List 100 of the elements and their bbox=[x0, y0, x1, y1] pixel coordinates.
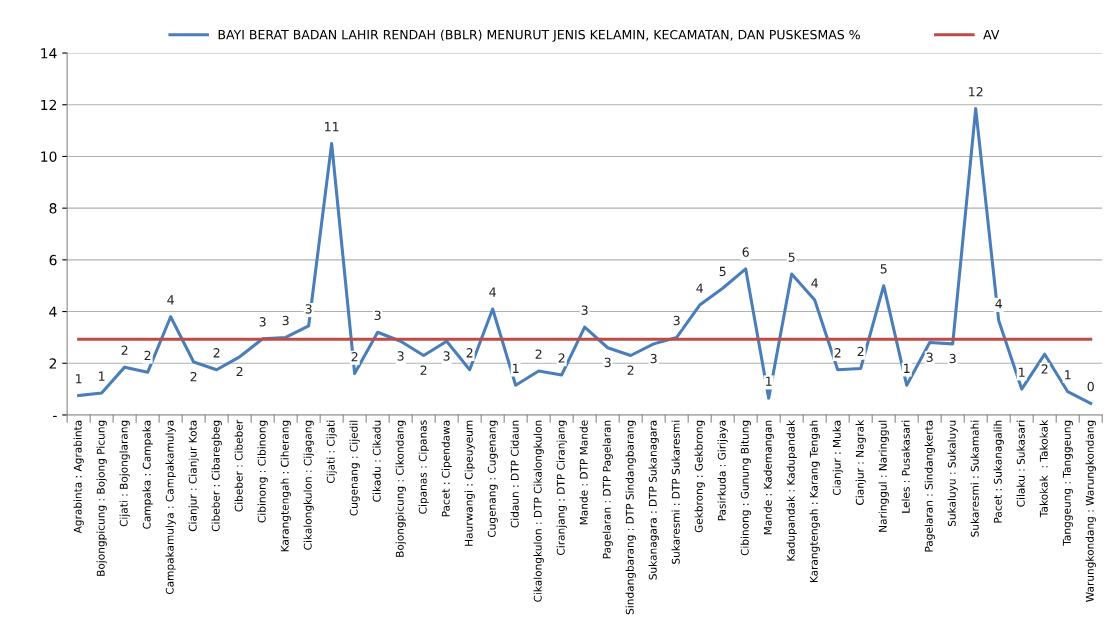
y-tick-label: 4 bbox=[49, 306, 57, 317]
data-label: 3 bbox=[282, 315, 289, 326]
x-tick-label: Cipanas : Cipanas bbox=[418, 420, 429, 514]
x-tick-label: Sukaresmi : Sukamahi bbox=[970, 420, 979, 537]
data-label: 3 bbox=[949, 353, 956, 364]
x-tick-label: Leles : Pusakasari bbox=[901, 420, 910, 513]
x-tick-label: Cilaku : Sukasari bbox=[1016, 420, 1025, 507]
x-tick-label: Ciranjang : DTP Ciranjang bbox=[556, 420, 567, 555]
data-label: 2 bbox=[190, 371, 197, 382]
data-label: 4 bbox=[995, 299, 1002, 309]
data-label: 1 bbox=[76, 374, 82, 384]
data-label: 2 bbox=[466, 348, 473, 358]
x-tick-label: Sukaresmi : DTP Sukaresmi bbox=[671, 420, 680, 564]
data-label: 12 bbox=[969, 87, 983, 97]
x-tick-label: Pasirkuda : Girijaya bbox=[717, 420, 728, 521]
y-tick-label: 12 bbox=[41, 99, 57, 111]
data-label: 2 bbox=[627, 365, 634, 375]
data-label: 1 bbox=[1065, 370, 1071, 380]
x-tick-label: Pacet : Cipendawa bbox=[441, 420, 452, 517]
data-label: 3 bbox=[926, 352, 933, 362]
x-tick-label: Cijati : Bojonglarang bbox=[119, 420, 130, 527]
x-tick-label: Bojongpicung : Cikondang bbox=[395, 420, 406, 557]
data-label: 6 bbox=[742, 247, 749, 257]
y-tick-label: 14 bbox=[41, 48, 57, 59]
line-series bbox=[77, 107, 1093, 405]
x-tick-label: Mande : Kademangan bbox=[763, 420, 774, 535]
data-label: 3 bbox=[604, 357, 611, 368]
x-tick-label: Cugenang : Cugenang bbox=[487, 420, 498, 538]
data-label: 2 bbox=[144, 350, 151, 360]
x-tick-label: Karangtengah : Karang Tengah bbox=[809, 420, 820, 583]
legend-label: AV bbox=[983, 30, 1000, 40]
x-tick-label: Haurwangi : Cipeuyeum bbox=[464, 420, 475, 546]
x-tick-label: Naringgul : Naringgul bbox=[878, 420, 889, 532]
data-label: 2 bbox=[351, 352, 358, 362]
data-label: 3 bbox=[673, 315, 680, 326]
x-tick-label: Warungkondang : Warungkondang bbox=[1085, 420, 1096, 602]
data-label: 1 bbox=[1019, 367, 1025, 377]
data-label: 3 bbox=[581, 305, 588, 315]
x-tick-label: Cibinong : Cibinong bbox=[257, 420, 268, 523]
data-label: 2 bbox=[420, 365, 427, 375]
data-label: 1 bbox=[904, 363, 910, 373]
x-tick-label: Takokak : Takokak bbox=[1039, 419, 1048, 518]
data-label: 1 bbox=[766, 376, 772, 386]
data-label: 1 bbox=[99, 371, 105, 381]
x-tick-label: Cugenang : Cijedil bbox=[349, 420, 360, 516]
legend-label: BAYI BERAT BADAN LAHIR RENDAH (BBLR) MENURUT JENIS KELAMIN, KECAMATAN, DAN PUSKESMAS % bbox=[218, 29, 860, 42]
x-tick-label: Cijati : Cijati bbox=[326, 420, 337, 484]
data-label: 3 bbox=[259, 317, 266, 327]
data-label: 2 bbox=[1041, 364, 1048, 374]
data-label: 3 bbox=[305, 304, 312, 314]
data-label: 3 bbox=[443, 351, 450, 361]
y-tick-label: 6 bbox=[49, 254, 57, 266]
x-tick-label: Tanggeung : Tanggeung bbox=[1062, 420, 1073, 546]
y-tick-label: - bbox=[53, 415, 57, 417]
data-label: 2 bbox=[535, 349, 542, 359]
data-label: 3 bbox=[650, 353, 657, 364]
x-tick-label: Agrabinta : Agrabinta bbox=[73, 420, 84, 534]
x-tick-label: Campaka : Campaka bbox=[142, 420, 153, 529]
x-tick-label: Pacet : Sukanagalih bbox=[993, 420, 1004, 523]
x-tick-label: Pagelaran : DTP Pagelaran bbox=[602, 420, 613, 559]
x-tick-label: Cikadu : Cikadu bbox=[372, 420, 381, 502]
x-tick-label: Cianjur : Cianjur Kota bbox=[188, 420, 199, 532]
data-label: 5 bbox=[880, 264, 887, 274]
data-label: 4 bbox=[696, 283, 703, 293]
data-label: 0 bbox=[1087, 381, 1094, 392]
x-tick-label: Sukaluyu : Sukaluyu bbox=[947, 420, 958, 527]
data-label: 2 bbox=[121, 345, 128, 355]
data-label: 1 bbox=[513, 363, 519, 373]
x-tick-label: Cikalongkulon : DTP Cikalongkulon bbox=[533, 420, 544, 602]
x-tick-label: Cikalongkulon : Cijagang bbox=[303, 420, 314, 550]
x-tick-label: Cibinong : Gunung Bitung bbox=[740, 420, 751, 556]
y-tick-label: 2 bbox=[49, 358, 57, 369]
x-tick-label: Bojongpicung : Bojong Picung bbox=[96, 420, 107, 576]
x-tick-label: Cianjur : Muka bbox=[832, 420, 843, 496]
data-label: 2 bbox=[558, 353, 565, 363]
x-tick-label: Sindangbarang : DTP Sindangbarang bbox=[625, 420, 636, 615]
data-label: 2 bbox=[834, 348, 841, 358]
x-tick-label: Cibeber : Cibeber bbox=[234, 419, 243, 512]
data-label: 3 bbox=[397, 351, 404, 361]
y-tick-label: 10 bbox=[41, 151, 57, 162]
x-tick-label: Gekbrong : Gekbrong bbox=[694, 420, 705, 533]
data-label: 11 bbox=[325, 122, 339, 132]
data-label: 5 bbox=[719, 266, 726, 277]
x-tick-label: Pagelaran : Sindangkerta bbox=[924, 420, 935, 552]
x-tick-label: Kadupandak : Kadupandak bbox=[786, 419, 797, 561]
data-label: 2 bbox=[236, 366, 243, 377]
y-tick-label: 8 bbox=[49, 203, 57, 214]
data-label: 2 bbox=[857, 346, 864, 357]
x-tick-label: Mande : DTP Mande bbox=[579, 420, 588, 525]
data-label: 4 bbox=[811, 278, 818, 288]
x-tick-label: Sukanagara : DTP Sukanagara bbox=[648, 420, 659, 580]
data-label: 4 bbox=[167, 295, 174, 305]
x-tick-label: Cianjur : Nagrak bbox=[855, 419, 866, 505]
data-label: 5 bbox=[788, 252, 795, 262]
x-tick-label: Karangtengah : Ciherang bbox=[280, 420, 291, 552]
data-label: 3 bbox=[374, 310, 381, 321]
data-label: 2 bbox=[213, 348, 220, 358]
data-label: 4 bbox=[489, 287, 496, 297]
x-tick-label: Cidaun : DTP Cidaun bbox=[510, 420, 519, 528]
x-tick-label: Campakamulya : Campakamulya bbox=[165, 420, 176, 595]
